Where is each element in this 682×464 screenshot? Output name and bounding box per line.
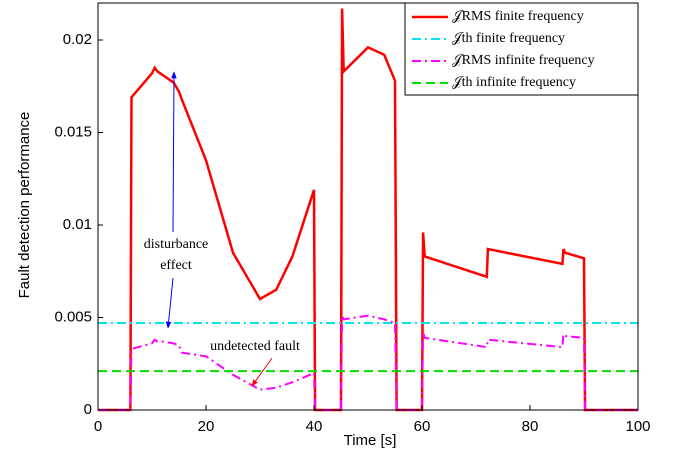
y-tick-label: 0.01	[63, 216, 92, 233]
legend-label: 𝒥RMS infinite frequency	[452, 53, 595, 68]
annotation: effect	[160, 258, 192, 273]
x-tick-label: 40	[306, 418, 323, 435]
legend-box	[404, 2, 639, 96]
arrow	[251, 357, 273, 387]
x-tick-label: 80	[522, 418, 539, 435]
y-tick-label: 0	[84, 401, 92, 418]
x-tick-label: 20	[198, 418, 215, 435]
series-line	[98, 314, 638, 411]
y-tick-label: 0.005	[54, 308, 92, 325]
arrow	[165, 277, 174, 329]
legend: 𝒥RMS finite frequency 𝒥th finite frequenc…	[404, 2, 639, 96]
annotation: undetected fault	[210, 339, 300, 354]
legend-label: 𝒥th finite frequency	[452, 31, 565, 46]
arrow	[171, 71, 177, 233]
x-tick-label: 100	[625, 418, 650, 435]
x-tick-label: 0	[94, 418, 102, 435]
legend-label: 𝒥th infinite frequency	[452, 75, 576, 90]
y-tick-label: 0.02	[63, 31, 92, 48]
x-axis-label: Time [s]	[344, 432, 397, 449]
legend-label: 𝒥RMS finite frequency	[452, 9, 584, 24]
y-tick-label: 0.015	[54, 123, 92, 140]
y-axis-label: Fault detection performance	[16, 112, 33, 299]
x-tick-label: 60	[414, 418, 431, 435]
annotation: disturbance	[144, 237, 209, 252]
axes-box	[97, 2, 639, 411]
